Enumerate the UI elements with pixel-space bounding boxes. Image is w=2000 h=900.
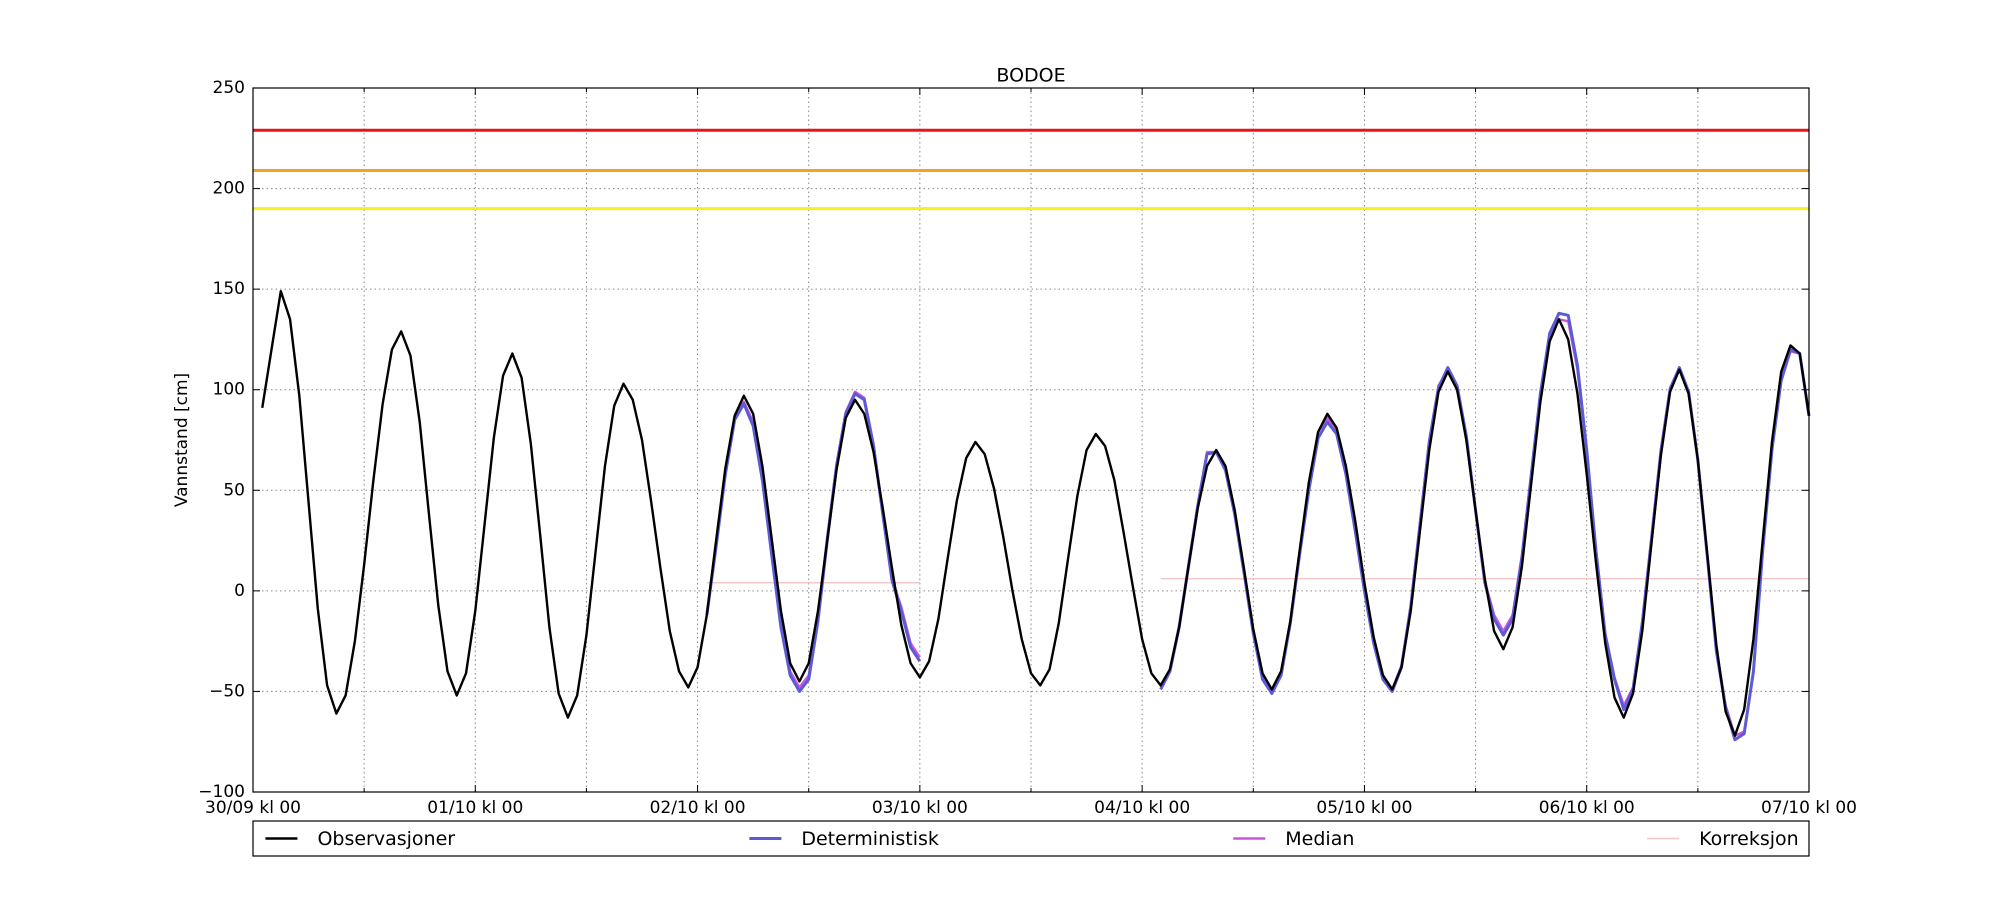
chart-title: BODOE (996, 65, 1065, 87)
plot-frame (252, 87, 1810, 793)
x-tick-label: 04/10 kl 00 (1094, 798, 1190, 818)
x-tick-label: 06/10 kl 00 (1539, 798, 1635, 818)
y-tick-label: 50 (223, 480, 245, 500)
x-tick-label: 01/10 kl 00 (427, 798, 523, 818)
x-tick-label: 03/10 kl 00 (872, 798, 968, 818)
y-tick-label: 200 (213, 179, 245, 199)
legend-label: Median (1285, 828, 1354, 850)
legend-box (252, 820, 1810, 857)
x-tick-label: 07/10 kl 00 (1761, 798, 1857, 818)
y-tick-label: 150 (213, 279, 245, 299)
y-tick-label: 100 (213, 380, 245, 400)
x-tick-label: 05/10 kl 00 (1316, 798, 1412, 818)
legend-label: Deterministisk (801, 828, 939, 850)
x-tick-label: 02/10 kl 00 (650, 798, 746, 818)
y-tick-label: −100 (198, 782, 245, 802)
legend-label: Korreksjon (1699, 828, 1799, 850)
y-tick-label: 0 (234, 581, 245, 601)
series-line (261, 289, 1811, 737)
legend-label: Observasjoner (317, 828, 455, 850)
y-tick-label: 250 (213, 78, 245, 98)
series-line (706, 578, 1809, 584)
x-tick-label: 30/09 kl 00 (205, 798, 301, 818)
series-line (705, 318, 1811, 737)
y-tick-label: −50 (209, 681, 245, 701)
series-line (705, 311, 1811, 742)
y-axis-label: Vannstand [cm] (172, 373, 192, 507)
